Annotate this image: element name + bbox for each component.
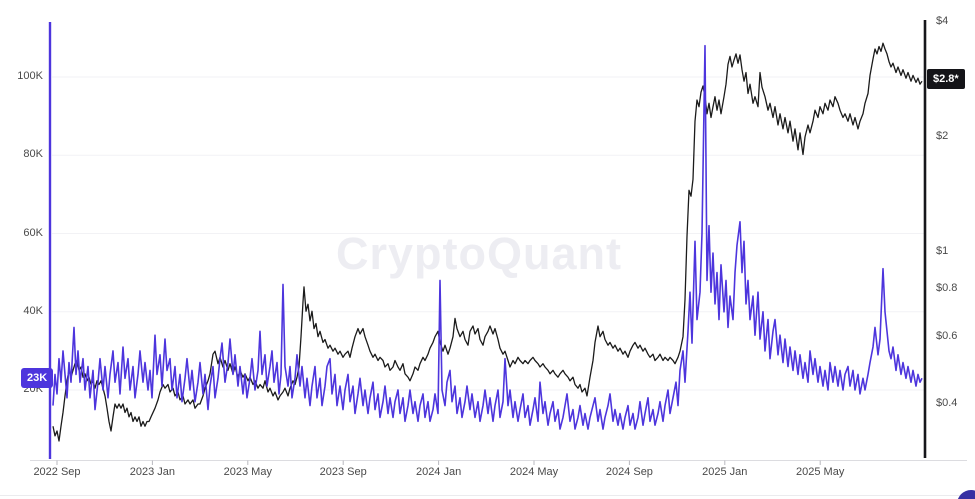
x-axis-label: 2023 May	[223, 466, 272, 478]
bottom-divider	[0, 495, 975, 496]
y-axis-label-right: $0.6	[936, 329, 958, 342]
legend-item-price[interactable]: Price USD	[420, 0, 471, 3]
y-axis-label-left: 60K	[23, 226, 43, 239]
active-account-line	[52, 44, 923, 430]
y-axis-label-right: $4	[936, 15, 949, 27]
price-usd-line	[52, 42, 923, 442]
y-axis-label-right: $2	[936, 129, 949, 142]
x-axis-label: 2022 Sep	[33, 466, 81, 478]
x-axis-label: 2024 Sep	[605, 466, 653, 478]
y-axis-label-left: 100K	[17, 70, 43, 82]
price-current-badge: $2.8*	[927, 69, 965, 89]
cryptoquant-watermark: CryptoQuant	[336, 228, 622, 279]
x-axis-label: 2024 Jan	[415, 466, 462, 478]
chat-fab-button[interactable]	[957, 490, 975, 499]
x-axis-label: 2024 May	[509, 466, 559, 478]
x-axis-label: 2025 May	[796, 466, 845, 478]
gridlines	[52, 76, 924, 391]
x-axis-label: 2025 Jan	[702, 466, 748, 478]
y-axis-label-left: 80K	[23, 148, 43, 161]
y-axis-label-right: $0.4	[936, 397, 958, 409]
legend-item-active-account[interactable]: Active Account	[497, 0, 569, 3]
active-account-current-badge: 23K	[21, 368, 54, 388]
y-axis-label-right: $0.8	[936, 282, 958, 294]
x-axis-label: 2023 Sep	[319, 466, 367, 478]
y-axis-label-left: 40K	[23, 304, 43, 317]
x-axis-label: 2023 Jan	[129, 466, 176, 478]
y-axis-label-right: $1	[936, 244, 949, 257]
